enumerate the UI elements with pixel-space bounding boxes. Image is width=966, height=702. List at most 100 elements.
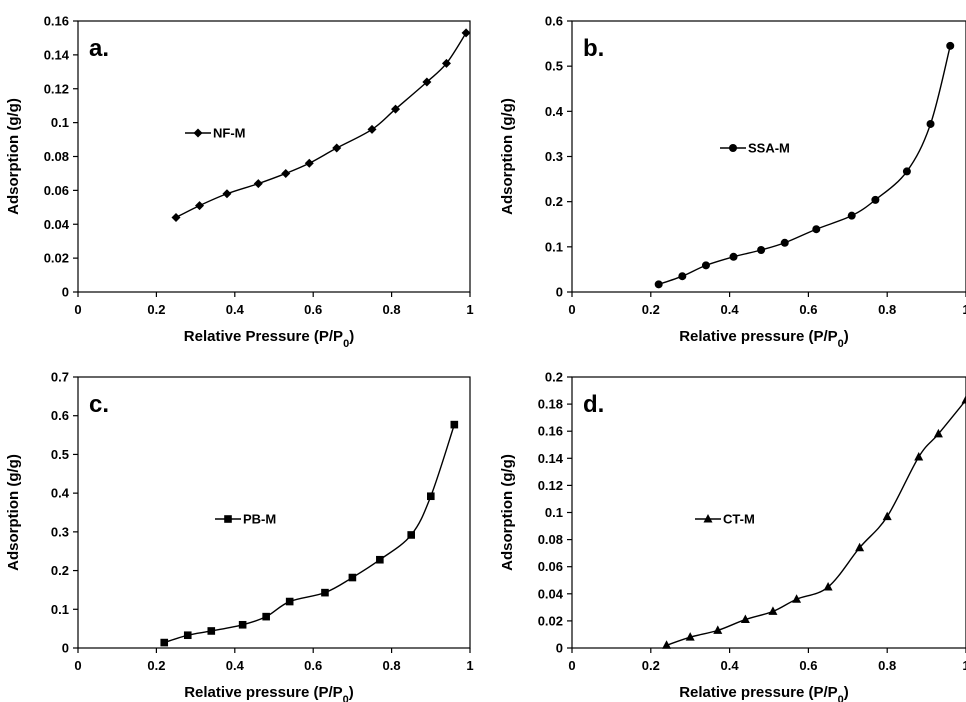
data-point xyxy=(441,58,451,68)
y-tick-label: 0.2 xyxy=(545,194,563,209)
y-tick-label: 0.4 xyxy=(51,486,70,501)
data-point xyxy=(780,238,789,247)
y-axis-title: Adsorption (g/g) xyxy=(5,98,22,215)
x-tick-label: 0 xyxy=(74,302,81,317)
y-tick-label: 0.12 xyxy=(44,81,69,96)
y-tick-label: 0 xyxy=(62,285,69,300)
data-point xyxy=(222,189,232,199)
data-point xyxy=(823,582,833,591)
legend-label: PB-M xyxy=(243,512,276,527)
data-point xyxy=(407,531,415,539)
data-point xyxy=(882,511,892,521)
y-axis-title: Adsorption (g/g) xyxy=(5,454,22,571)
data-point xyxy=(713,625,723,634)
y-tick-label: 0.14 xyxy=(538,451,564,466)
plot-frame xyxy=(571,20,966,293)
x-tick-label: 0 xyxy=(568,658,575,673)
data-point xyxy=(183,631,192,640)
x-tick-label: 0.6 xyxy=(799,302,817,317)
data-point xyxy=(348,573,357,582)
chart-panel-c: 0 0.1 0.2 0.3 0.4 0.5 0.6 0.7 0 0.2 0.4 0.6 0.8 1 Rela… xyxy=(5,370,474,702)
legend-label: SSA-M xyxy=(748,141,790,156)
x-tick-label: 0 xyxy=(568,302,575,317)
data-point xyxy=(792,594,802,603)
y-tick-label: 0.6 xyxy=(545,14,563,29)
x-tick-label: 0.8 xyxy=(878,658,896,673)
legend-marker xyxy=(729,144,737,152)
data-point xyxy=(685,632,695,641)
y-tick-label: 0.14 xyxy=(44,47,70,62)
legend-label: NF-M xyxy=(213,126,246,141)
y-tick-label: 0.04 xyxy=(538,586,564,601)
y-tick-label: 0.08 xyxy=(538,532,563,547)
y-tick-label: 0.4 xyxy=(545,104,564,119)
y-tick-label: 0.3 xyxy=(51,524,69,539)
x-tick-label: 0.2 xyxy=(147,302,165,317)
data-point xyxy=(855,542,865,552)
y-tick-label: 0.16 xyxy=(538,424,563,439)
data-point xyxy=(253,179,263,189)
panel-label: c. xyxy=(89,391,109,418)
x-tick-label: 1 xyxy=(466,302,473,317)
x-tick-label: 0.8 xyxy=(383,302,401,317)
chart-panel-d: 0 0.02 0.04 0.06 0.08 0.1 0.12 0.14 0.16 0.18 0.2 0… xyxy=(499,370,966,702)
x-tick-label: 0 xyxy=(74,658,81,673)
data-point xyxy=(367,124,377,134)
y-tick-label: 0.04 xyxy=(44,217,70,232)
data-point xyxy=(946,41,955,50)
x-tick-label: 1 xyxy=(962,302,966,317)
data-point xyxy=(450,420,459,429)
y-tick-label: 0.06 xyxy=(538,559,563,574)
y-tick-label: 0.1 xyxy=(51,115,69,130)
y-tick-label: 0.02 xyxy=(538,613,563,628)
y-tick-label: 0.5 xyxy=(51,447,69,462)
y-tick-label: 0 xyxy=(556,285,563,300)
y-axis-title: Adsorption (g/g) xyxy=(499,454,516,571)
x-tick-label: 0.4 xyxy=(721,658,740,673)
x-tick-label: 0.6 xyxy=(799,658,817,673)
y-tick-label: 0.5 xyxy=(545,59,563,74)
x-axis-title: Relative Pressure (P/P0) xyxy=(184,328,354,350)
y-tick-label: 0.2 xyxy=(545,370,563,385)
legend-marker xyxy=(224,515,232,523)
x-tick-label: 0.4 xyxy=(226,658,245,673)
data-point xyxy=(812,225,821,234)
x-tick-label: 1 xyxy=(962,658,966,673)
x-tick-label: 1 xyxy=(466,658,473,673)
data-point xyxy=(427,492,435,501)
x-tick-label: 0.4 xyxy=(226,302,245,317)
plot-frame xyxy=(77,20,471,293)
data-point xyxy=(304,158,314,168)
data-point xyxy=(654,280,663,289)
y-tick-label: 0.02 xyxy=(44,251,69,266)
x-tick-label: 0.2 xyxy=(642,302,660,317)
panel-label: d. xyxy=(583,391,604,418)
data-point xyxy=(171,212,181,222)
y-tick-label: 0.16 xyxy=(44,14,69,29)
data-point xyxy=(321,588,329,597)
y-tick-label: 0.12 xyxy=(538,478,563,493)
data-point xyxy=(238,620,247,629)
data-point xyxy=(285,597,294,606)
x-tick-label: 0.6 xyxy=(304,658,322,673)
y-tick-label: 0 xyxy=(62,641,69,656)
panel-label: a. xyxy=(89,35,109,62)
legend-marker xyxy=(193,128,203,138)
data-point xyxy=(332,143,342,153)
data-point xyxy=(461,28,471,38)
x-axis-title: Relative pressure (P/P0) xyxy=(679,684,849,702)
y-tick-label: 0.18 xyxy=(538,397,563,412)
data-point xyxy=(757,245,766,254)
data-point xyxy=(902,167,911,176)
x-tick-label: 0.2 xyxy=(147,658,165,673)
x-axis-title: Relative pressure (P/P0) xyxy=(184,684,354,702)
y-tick-label: 0.1 xyxy=(51,602,69,617)
x-tick-label: 0.8 xyxy=(878,302,896,317)
data-point xyxy=(678,272,687,281)
y-tick-label: 0.7 xyxy=(51,370,69,385)
data-point xyxy=(281,168,291,178)
y-tick-label: 0.1 xyxy=(545,505,563,520)
data-point xyxy=(740,614,750,624)
data-point xyxy=(662,640,672,649)
